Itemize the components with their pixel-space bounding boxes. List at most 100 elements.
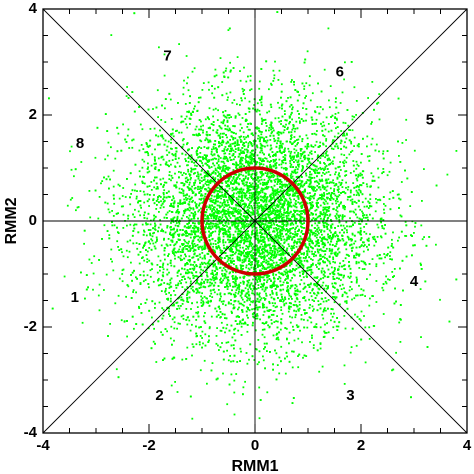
- scatter-point: [196, 289, 199, 292]
- scatter-point: [272, 191, 275, 193]
- scatter-point: [289, 269, 291, 272]
- scatter-point: [245, 352, 248, 354]
- scatter-point: [355, 254, 358, 256]
- scatter-point: [197, 210, 200, 213]
- scatter-point: [187, 250, 190, 252]
- scatter-point: [338, 181, 341, 184]
- scatter-point: [170, 384, 173, 387]
- scatter-point: [215, 225, 218, 228]
- scatter-point: [153, 186, 156, 189]
- scatter-point: [248, 358, 250, 361]
- scatter-point: [206, 164, 209, 166]
- scatter-point: [257, 287, 260, 289]
- scatter-point: [232, 281, 235, 283]
- scatter-point: [291, 128, 294, 131]
- scatter-point: [247, 178, 249, 181]
- scatter-point: [259, 280, 261, 283]
- scatter-point: [263, 306, 266, 309]
- scatter-point: [233, 207, 235, 209]
- scatter-point: [314, 325, 317, 328]
- scatter-point: [231, 289, 233, 292]
- scatter-point: [301, 204, 304, 207]
- scatter-point: [332, 148, 335, 150]
- scatter-point: [197, 311, 200, 313]
- scatter-point: [361, 268, 364, 270]
- scatter-point: [360, 260, 363, 263]
- scatter-point: [325, 145, 327, 148]
- scatter-point: [161, 266, 164, 268]
- scatter-point: [352, 160, 355, 162]
- scatter-point: [243, 212, 246, 215]
- scatter-point: [200, 160, 203, 163]
- scatter-point: [315, 208, 318, 211]
- scatter-point: [234, 327, 237, 330]
- scatter-point: [242, 143, 244, 146]
- scatter-point: [197, 248, 200, 250]
- scatter-point: [239, 281, 242, 284]
- scatter-point: [219, 263, 222, 265]
- scatter-point: [203, 282, 206, 284]
- scatter-point: [219, 57, 222, 59]
- scatter-point: [193, 172, 195, 175]
- scatter-point: [261, 252, 264, 255]
- scatter-point: [241, 198, 243, 200]
- scatter-point: [204, 228, 206, 231]
- scatter-point: [242, 199, 245, 202]
- scatter-point: [226, 159, 229, 162]
- scatter-point: [255, 254, 258, 256]
- scatter-point: [193, 275, 196, 278]
- scatter-point: [275, 236, 278, 239]
- scatter-point: [190, 287, 193, 290]
- scatter-point: [275, 320, 277, 323]
- scatter-point: [279, 208, 282, 210]
- scatter-point: [203, 254, 206, 257]
- scatter-point: [355, 344, 358, 347]
- scatter-point: [266, 254, 268, 257]
- scatter-point: [256, 204, 259, 207]
- scatter-point: [303, 182, 306, 185]
- scatter-point: [201, 180, 203, 183]
- scatter-point: [309, 341, 311, 343]
- scatter-point: [195, 150, 198, 153]
- scatter-point: [188, 291, 191, 294]
- scatter-point: [243, 238, 246, 241]
- scatter-point: [294, 240, 296, 243]
- scatter-point: [314, 186, 316, 189]
- scatter-point: [309, 231, 312, 233]
- scatter-point: [76, 206, 79, 209]
- scatter-point: [371, 258, 374, 260]
- scatter-point: [170, 222, 172, 224]
- scatter-point: [235, 188, 238, 191]
- scatter-point: [293, 130, 296, 133]
- scatter-point: [210, 292, 213, 295]
- scatter-point: [117, 231, 119, 234]
- scatter-point: [171, 233, 174, 236]
- scatter-point: [270, 202, 273, 204]
- scatter-point: [247, 177, 250, 179]
- scatter-point: [300, 263, 303, 265]
- scatter-point: [193, 107, 195, 110]
- scatter-point: [132, 242, 135, 245]
- scatter-point: [207, 285, 210, 288]
- scatter-point: [366, 135, 369, 138]
- scatter-point: [266, 244, 268, 247]
- scatter-point: [155, 236, 158, 239]
- scatter-point: [251, 172, 254, 175]
- scatter-point: [195, 343, 198, 346]
- scatter-point: [322, 317, 325, 320]
- scatter-point: [157, 116, 159, 118]
- scatter-point: [262, 158, 264, 161]
- scatter-point: [259, 235, 262, 237]
- scatter-point: [181, 188, 183, 191]
- scatter-point: [341, 295, 344, 298]
- scatter-point: [217, 158, 220, 161]
- scatter-point: [311, 305, 314, 308]
- scatter-point: [327, 123, 330, 125]
- scatter-point: [306, 269, 309, 272]
- scatter-point: [247, 247, 250, 250]
- scatter-point: [358, 284, 360, 287]
- scatter-point: [396, 193, 399, 196]
- scatter-point: [384, 280, 387, 283]
- scatter-point: [260, 147, 263, 150]
- scatter-point: [233, 99, 236, 101]
